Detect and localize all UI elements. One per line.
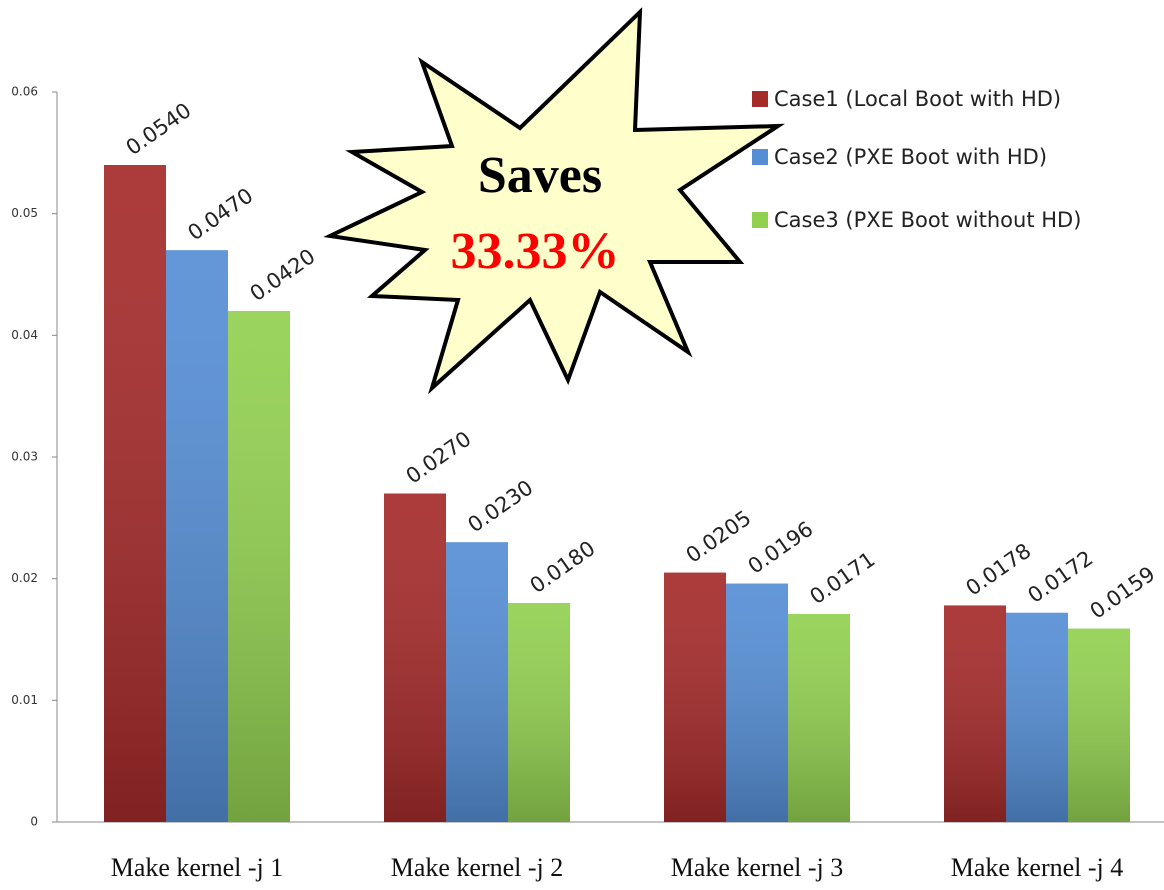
x-tick-label: Make kernel -j 4 xyxy=(951,853,1124,882)
legend-label: Case1 (Local Boot with HD) xyxy=(774,87,1061,111)
value-label: 0.0540 xyxy=(122,98,196,160)
bar-shade xyxy=(384,493,446,822)
bar-shade xyxy=(726,583,788,822)
value-label: 0.0159 xyxy=(1086,562,1160,624)
legend-swatch xyxy=(752,91,768,107)
annotation: 33.33% xyxy=(451,223,620,280)
value-label: 0.0172 xyxy=(1024,546,1098,608)
legend-label: Case2 (PXE Boot with HD) xyxy=(774,145,1047,169)
bar-shade xyxy=(664,572,726,822)
y-tick-label: 0.06 xyxy=(11,85,38,99)
bar-shade xyxy=(944,605,1006,822)
y-tick-label: 0.03 xyxy=(11,450,38,464)
bar-shade xyxy=(1068,628,1130,822)
value-label: 0.0178 xyxy=(962,539,1036,601)
x-tick-label: Make kernel -j 2 xyxy=(391,853,564,882)
y-tick-label: 0 xyxy=(30,815,38,829)
value-label: 0.0470 xyxy=(184,183,258,245)
legend-label: Case3 (PXE Boot without HD) xyxy=(774,208,1081,232)
value-label: 0.0420 xyxy=(246,244,320,306)
annotation: Saves xyxy=(478,147,602,204)
bar-shade xyxy=(446,542,508,822)
x-tick-label: Make kernel -j 3 xyxy=(671,853,844,882)
legend-swatch xyxy=(752,212,768,228)
bar-shade xyxy=(788,613,850,822)
y-tick-label: 0.01 xyxy=(11,693,38,707)
bar-shade xyxy=(1006,612,1068,822)
bar-shade xyxy=(508,603,570,822)
y-tick-label: 0.04 xyxy=(11,328,38,342)
bar-shade xyxy=(104,165,166,822)
legend-swatch xyxy=(752,149,768,165)
value-label: 0.0270 xyxy=(402,427,476,489)
x-tick-label: Make kernel -j 1 xyxy=(111,853,284,882)
bar-shade xyxy=(228,311,290,822)
y-tick-label: 0.05 xyxy=(11,206,38,220)
bar-shade xyxy=(166,250,228,822)
starburst xyxy=(323,7,786,395)
plot-area: 0 0.01 0.02 0.03 0.04 0.05 0.06 Make kernel -j … xyxy=(11,85,1164,882)
value-label: 0.0180 xyxy=(526,536,600,598)
y-tick-label: 0.02 xyxy=(11,571,38,585)
value-label: 0.0230 xyxy=(464,475,538,537)
value-label: 0.0171 xyxy=(806,547,880,609)
